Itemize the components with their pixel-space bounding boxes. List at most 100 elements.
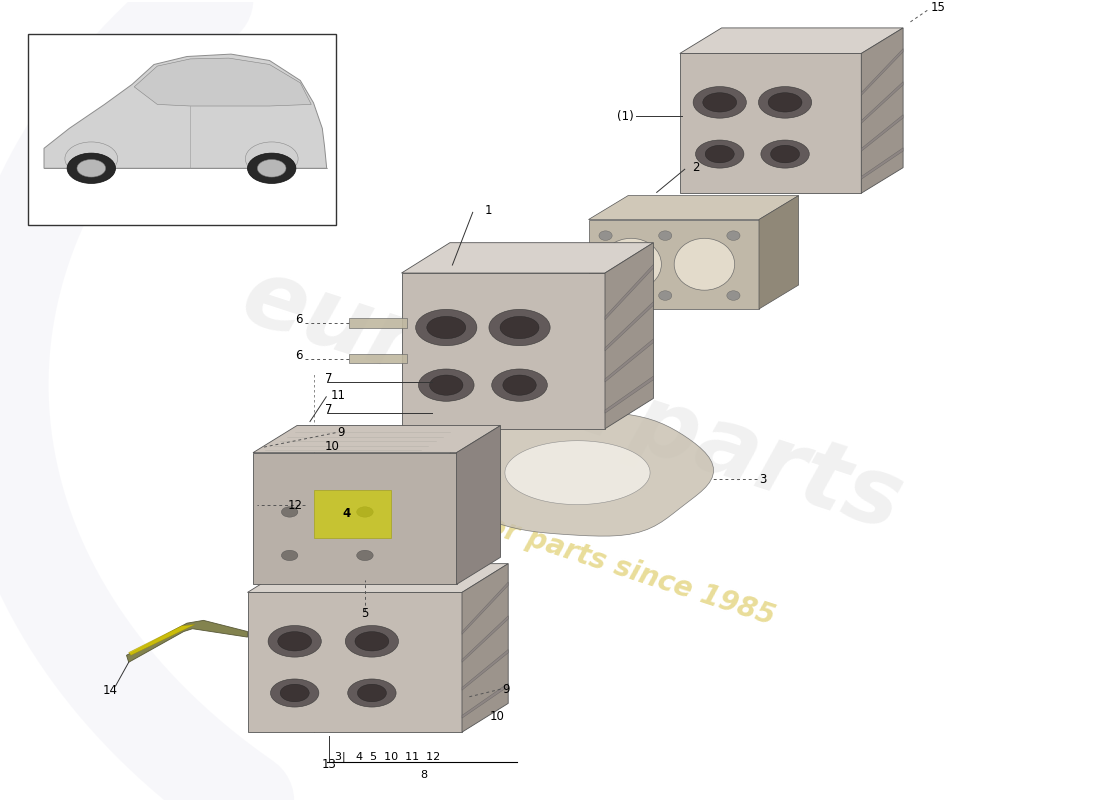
Ellipse shape bbox=[659, 290, 672, 300]
Text: 2: 2 bbox=[692, 161, 700, 174]
Polygon shape bbox=[402, 273, 605, 429]
Text: 3: 3 bbox=[759, 473, 767, 486]
Polygon shape bbox=[349, 318, 407, 328]
Polygon shape bbox=[605, 376, 653, 413]
Text: 1: 1 bbox=[485, 204, 492, 218]
Text: 10: 10 bbox=[490, 710, 505, 723]
Polygon shape bbox=[402, 242, 653, 273]
Ellipse shape bbox=[418, 369, 474, 402]
Polygon shape bbox=[129, 625, 195, 655]
Ellipse shape bbox=[348, 679, 396, 707]
Polygon shape bbox=[505, 441, 650, 505]
Ellipse shape bbox=[727, 290, 740, 300]
Ellipse shape bbox=[67, 153, 116, 183]
Ellipse shape bbox=[674, 238, 735, 290]
Ellipse shape bbox=[705, 146, 735, 163]
Polygon shape bbox=[456, 426, 501, 585]
Ellipse shape bbox=[345, 626, 398, 657]
Ellipse shape bbox=[280, 684, 309, 702]
Text: 6: 6 bbox=[295, 313, 302, 326]
Polygon shape bbox=[462, 616, 508, 662]
Bar bbox=[28, 34, 335, 225]
Ellipse shape bbox=[358, 684, 386, 702]
Ellipse shape bbox=[598, 231, 613, 241]
Ellipse shape bbox=[703, 93, 737, 112]
Polygon shape bbox=[253, 426, 500, 453]
Ellipse shape bbox=[768, 93, 802, 112]
Polygon shape bbox=[449, 409, 714, 536]
Polygon shape bbox=[315, 490, 392, 538]
Ellipse shape bbox=[416, 310, 477, 346]
Polygon shape bbox=[680, 28, 903, 54]
Polygon shape bbox=[462, 582, 508, 634]
Text: 9: 9 bbox=[503, 682, 510, 696]
Polygon shape bbox=[462, 683, 508, 718]
Polygon shape bbox=[134, 58, 311, 106]
Ellipse shape bbox=[770, 146, 800, 163]
Text: 5: 5 bbox=[361, 606, 368, 620]
Ellipse shape bbox=[761, 140, 810, 168]
Ellipse shape bbox=[430, 375, 463, 395]
Text: |: | bbox=[342, 752, 345, 762]
Text: 7: 7 bbox=[324, 403, 332, 417]
Text: (1): (1) bbox=[617, 110, 634, 123]
Polygon shape bbox=[44, 54, 327, 168]
Ellipse shape bbox=[488, 310, 550, 346]
Text: 9: 9 bbox=[338, 426, 345, 439]
Polygon shape bbox=[588, 219, 759, 309]
Polygon shape bbox=[462, 564, 508, 732]
Text: 7: 7 bbox=[324, 372, 332, 386]
Ellipse shape bbox=[77, 159, 106, 177]
Ellipse shape bbox=[245, 142, 298, 175]
Text: 4: 4 bbox=[342, 507, 351, 521]
Text: 6: 6 bbox=[295, 349, 302, 362]
Ellipse shape bbox=[65, 142, 118, 175]
Polygon shape bbox=[248, 593, 462, 732]
Text: eurocarparts: eurocarparts bbox=[230, 250, 914, 551]
Polygon shape bbox=[248, 564, 508, 593]
Ellipse shape bbox=[695, 140, 744, 168]
Text: 13: 13 bbox=[321, 758, 337, 770]
Text: 14: 14 bbox=[102, 684, 118, 697]
Ellipse shape bbox=[659, 231, 672, 241]
Ellipse shape bbox=[601, 238, 661, 290]
Ellipse shape bbox=[758, 86, 812, 118]
Text: 12: 12 bbox=[287, 499, 303, 512]
Ellipse shape bbox=[427, 317, 465, 338]
Ellipse shape bbox=[500, 317, 539, 338]
Text: 11: 11 bbox=[330, 389, 345, 402]
Ellipse shape bbox=[598, 290, 613, 300]
Polygon shape bbox=[861, 148, 903, 179]
Text: a passion for parts since 1985: a passion for parts since 1985 bbox=[321, 458, 779, 630]
Polygon shape bbox=[605, 302, 653, 351]
Ellipse shape bbox=[278, 632, 311, 651]
Polygon shape bbox=[349, 354, 407, 363]
Ellipse shape bbox=[503, 375, 536, 395]
Ellipse shape bbox=[271, 679, 319, 707]
Text: 4  5  10  11  12: 4 5 10 11 12 bbox=[356, 752, 441, 762]
Ellipse shape bbox=[282, 550, 298, 561]
Polygon shape bbox=[680, 54, 861, 193]
Ellipse shape bbox=[282, 506, 298, 517]
Polygon shape bbox=[861, 82, 903, 123]
Polygon shape bbox=[861, 49, 903, 95]
Ellipse shape bbox=[268, 626, 321, 657]
Ellipse shape bbox=[693, 86, 746, 118]
Polygon shape bbox=[759, 195, 799, 309]
Polygon shape bbox=[605, 265, 653, 320]
Ellipse shape bbox=[492, 369, 548, 402]
Ellipse shape bbox=[355, 632, 389, 651]
Polygon shape bbox=[588, 195, 799, 219]
Text: 3: 3 bbox=[334, 752, 341, 762]
Ellipse shape bbox=[356, 506, 373, 517]
Polygon shape bbox=[462, 650, 508, 690]
Ellipse shape bbox=[356, 550, 373, 561]
Ellipse shape bbox=[257, 159, 286, 177]
Polygon shape bbox=[861, 28, 903, 193]
Polygon shape bbox=[861, 114, 903, 151]
Polygon shape bbox=[253, 453, 456, 585]
Text: 15: 15 bbox=[931, 2, 946, 14]
Polygon shape bbox=[605, 242, 653, 429]
Text: 10: 10 bbox=[324, 440, 340, 453]
Ellipse shape bbox=[248, 153, 296, 183]
